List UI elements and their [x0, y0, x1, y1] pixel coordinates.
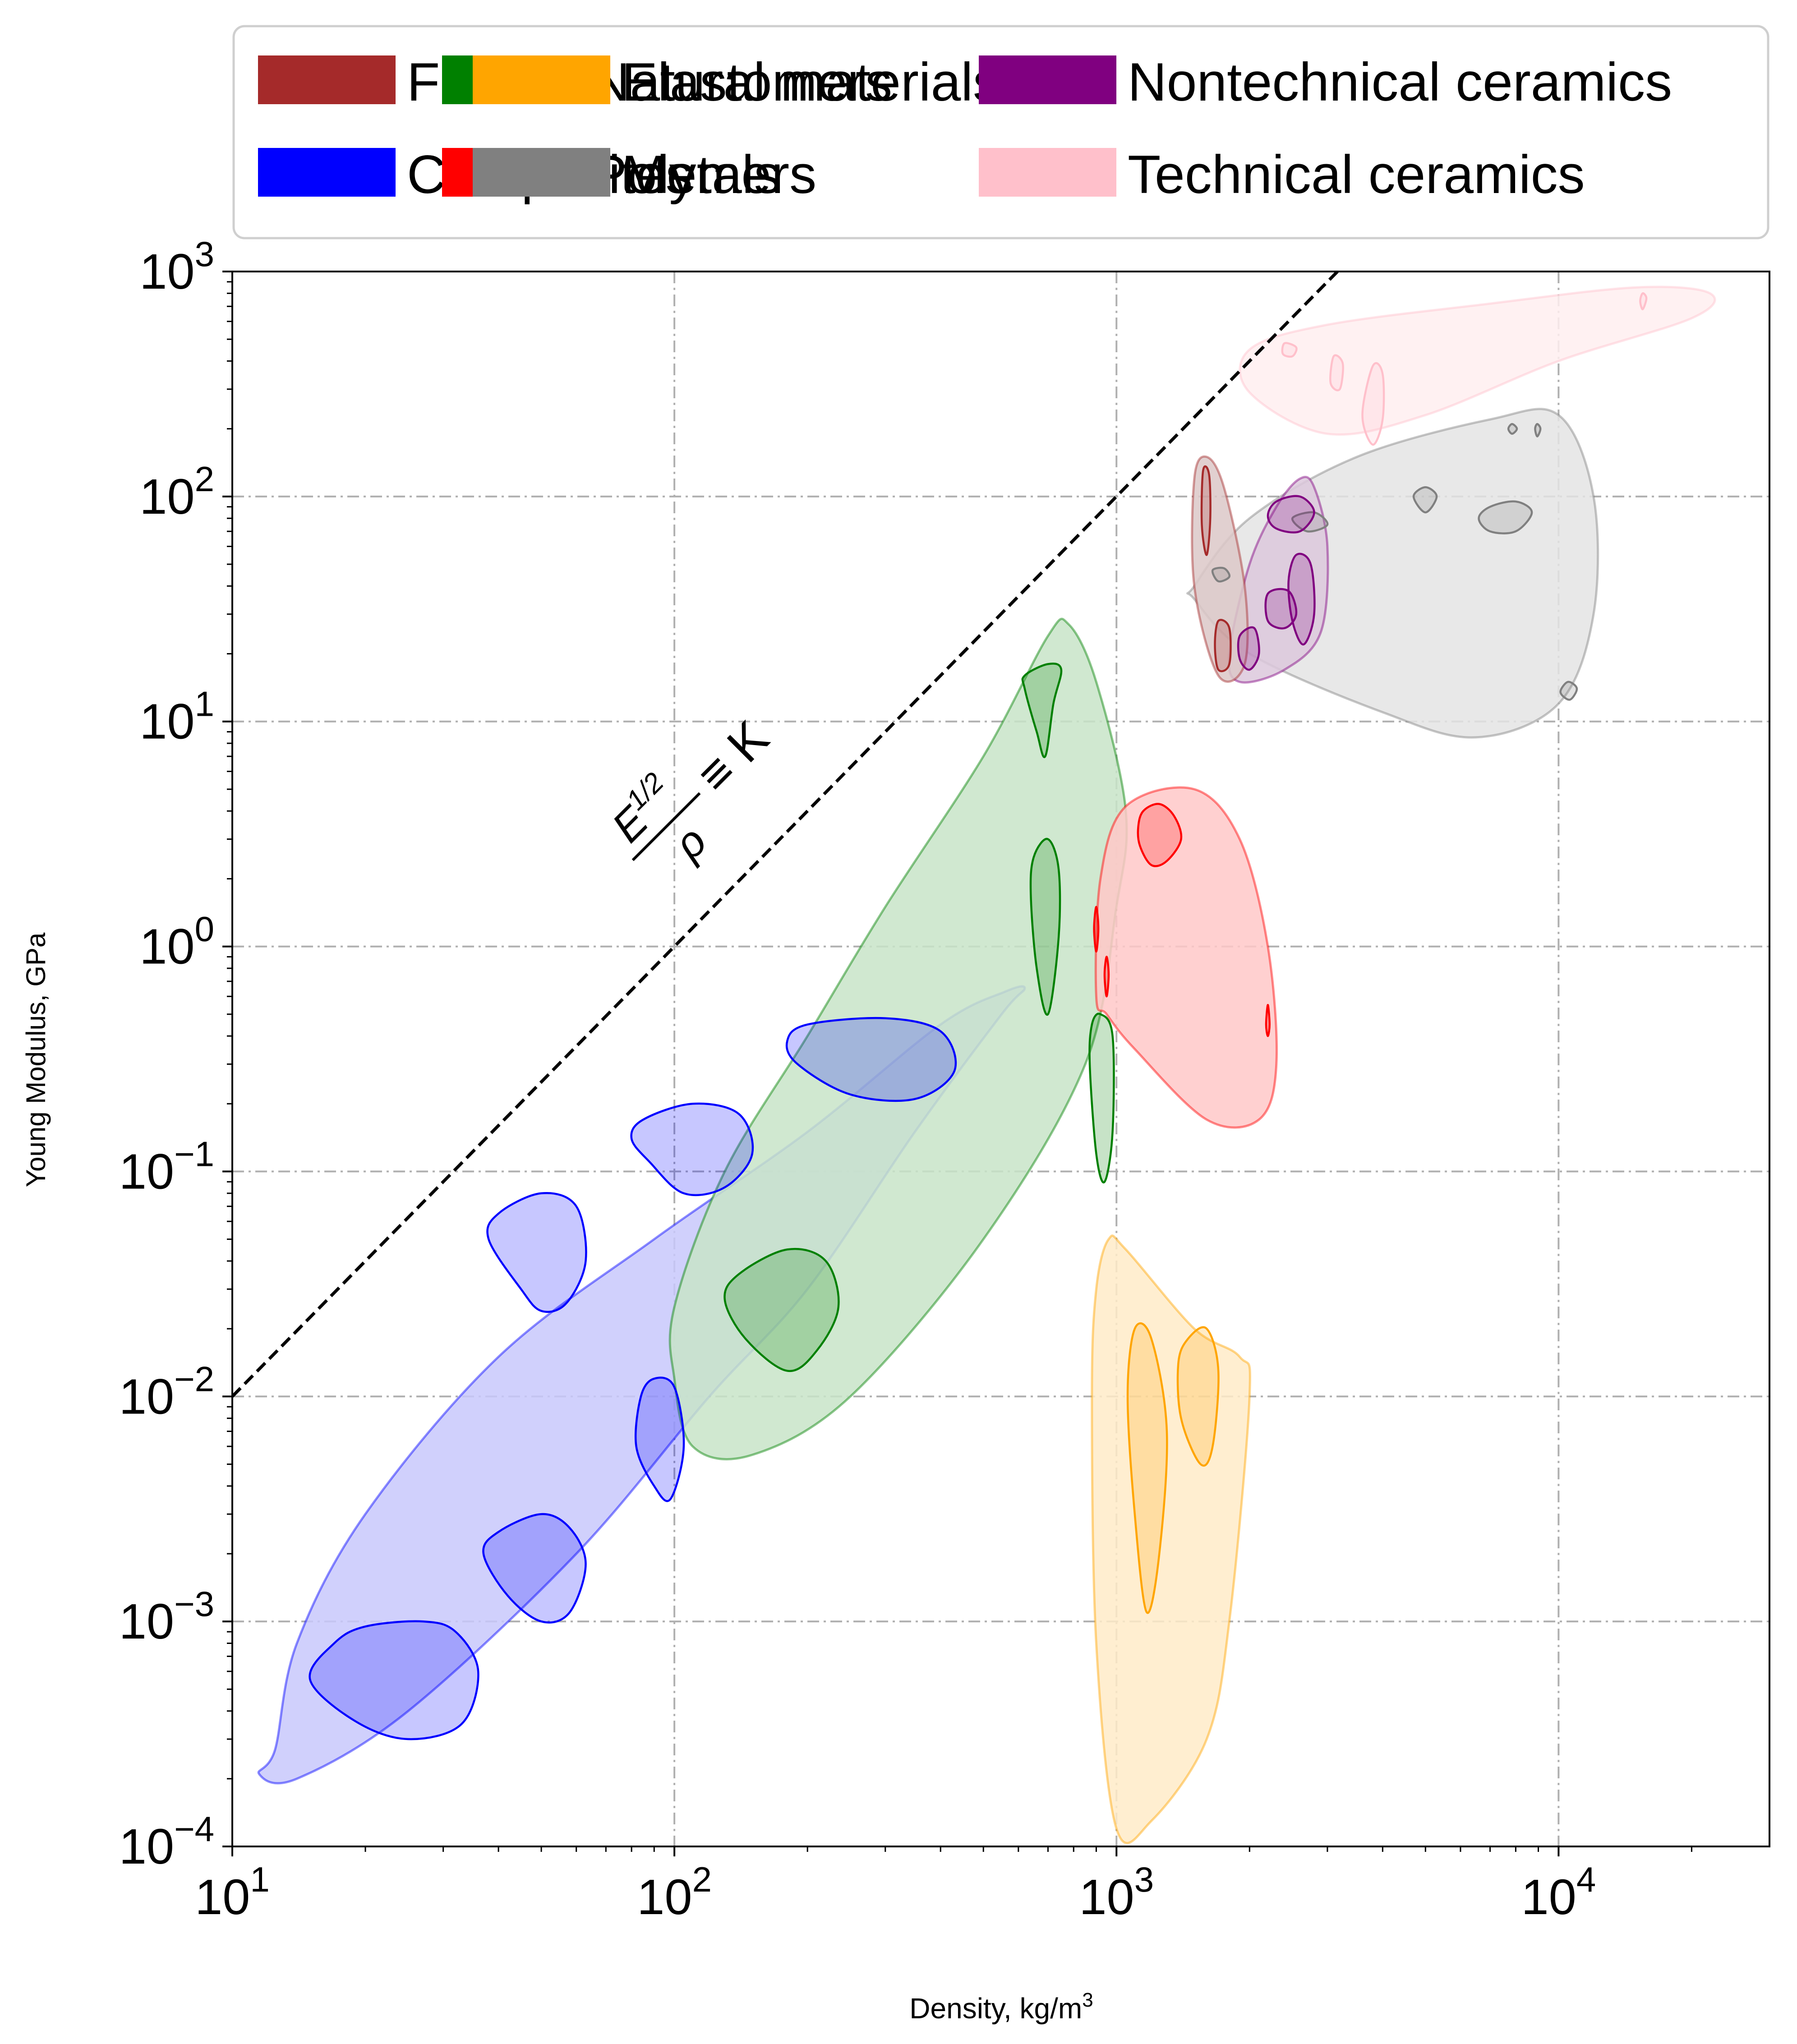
legend-swatch — [473, 55, 610, 104]
material-outline — [486, 1192, 587, 1313]
axis-ticks — [222, 271, 1692, 1856]
material-outline — [1088, 1013, 1115, 1183]
legend-frame — [232, 25, 1769, 239]
material-outline — [309, 1620, 479, 1740]
material-outline — [634, 1376, 685, 1502]
material-outlines — [309, 292, 1648, 1740]
envelope-technical-ceramics — [1239, 285, 1716, 436]
legend-swatch — [979, 148, 1116, 197]
material-outline — [1281, 342, 1298, 358]
legend-label: Nontechnical ceramics — [1128, 52, 1672, 112]
material-outline — [1126, 1322, 1168, 1614]
y-tick-label: 10−3 — [119, 1584, 214, 1649]
y-tick-label: 101 — [139, 684, 214, 750]
x-tick-label: 102 — [637, 1860, 712, 1925]
y-tick-label: 10−4 — [119, 1809, 214, 1874]
x-tick-label: 103 — [1079, 1860, 1154, 1925]
material-outline — [1264, 588, 1298, 630]
legend-item: Nontechnical ceramics — [979, 52, 1672, 112]
legend-swatch — [258, 148, 396, 197]
legend-swatch — [979, 55, 1116, 104]
y-tick-label: 10−1 — [119, 1134, 214, 1199]
y-tick-label: 100 — [139, 909, 214, 975]
y-axis-label: Young Modulus, GPa — [21, 932, 51, 1187]
material-outline — [1265, 1004, 1271, 1037]
material-outline — [1103, 956, 1110, 998]
x-axis-label: Density, kg/m3 — [909, 1989, 1093, 2025]
envelope-elastomers — [1091, 1234, 1251, 1845]
guide-label-fraction-bar — [631, 792, 701, 861]
legend-label: Technical ceramics — [1128, 144, 1585, 205]
tick-labels: 101 102 103 104 10−4 10−3 10−2 10−1 100 101 102 103 — [119, 234, 1596, 1925]
legend-item: Metals — [473, 144, 781, 205]
legend-label: Natural materials — [591, 52, 1000, 112]
material-outline — [1507, 423, 1518, 435]
material-outline — [1361, 362, 1385, 446]
material-outline — [1534, 423, 1542, 437]
material-outline — [1559, 681, 1578, 701]
material-outline — [1329, 354, 1344, 391]
x-tick-label: 101 — [195, 1860, 270, 1925]
y-tick-label: 103 — [139, 234, 214, 299]
material-outline — [785, 1017, 957, 1102]
legend-items: FoamsCompositesNatural materialsPolymers… — [258, 52, 1672, 205]
y-tick-label: 10−2 — [119, 1359, 214, 1424]
material-outline — [482, 1513, 587, 1624]
legend-label: Polymers — [591, 144, 816, 205]
y-tick-label: 102 — [139, 459, 214, 525]
legend-label: Metals — [622, 144, 781, 205]
material-outline — [1267, 495, 1315, 534]
x-axis-label-text: Density, kg/m — [909, 1992, 1082, 2025]
material-outline — [1214, 619, 1232, 672]
material-outline — [1021, 663, 1063, 758]
x-axis-label-sup: 3 — [1082, 1989, 1093, 2011]
material-outline — [1137, 803, 1183, 867]
material-outline — [1029, 838, 1061, 1016]
material-outline — [1478, 500, 1533, 534]
plot-frame — [231, 271, 1770, 1847]
envelope-polymers — [1094, 786, 1278, 1129]
material-outline — [1237, 626, 1260, 671]
material-outline — [1093, 906, 1100, 953]
x-tick-label: 104 — [1521, 1860, 1596, 1925]
legend-swatch — [258, 55, 396, 104]
material-outline — [1176, 1326, 1220, 1467]
material-outline — [1200, 465, 1212, 556]
material-outline — [630, 1102, 754, 1197]
envelope-foams — [1191, 455, 1249, 683]
material-outline — [1412, 486, 1438, 514]
material-outline — [1211, 566, 1230, 583]
material-outline — [723, 1248, 840, 1372]
legend-swatch — [473, 148, 610, 197]
material-outline — [1287, 552, 1316, 646]
material-outline — [1639, 292, 1648, 310]
legend-label: Elastomers — [622, 52, 892, 112]
legend-item: Elastomers — [473, 52, 892, 112]
legend-item: Technical ceramics — [979, 144, 1585, 205]
legend: FoamsCompositesNatural materialsPolymers… — [232, 25, 1769, 239]
